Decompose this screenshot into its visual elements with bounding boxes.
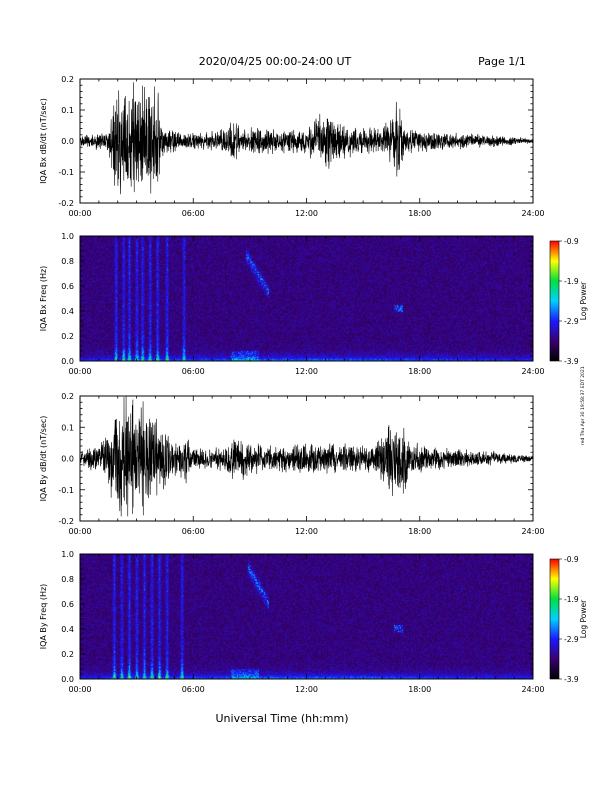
figure-title: 2020/04/25 00:00-24:00 UT <box>199 55 352 68</box>
y-tick-label: 0.8 <box>61 257 74 266</box>
y-tick-label: 1.0 <box>61 550 74 559</box>
x-tick-label: 12:00 <box>295 209 318 218</box>
x-tick-label: 06:00 <box>182 209 205 218</box>
y-tick-label: -0.1 <box>58 168 74 177</box>
y-axis-label: IQA By dB/dt (nT/sec) <box>39 416 48 502</box>
colorbar-tick-label: -2.9 <box>564 635 579 644</box>
x-tick-label: 18:00 <box>408 367 431 376</box>
colorbar-tick-label: -1.9 <box>564 277 579 286</box>
colorbar <box>549 240 560 362</box>
y-tick-label: 0.2 <box>61 332 74 341</box>
y-tick-label: 0.2 <box>61 75 74 84</box>
colorbar <box>549 558 560 680</box>
x-tick-label: 18:00 <box>408 685 431 694</box>
page-number: Page 1/1 <box>478 55 526 68</box>
colorbar-tick-label: -3.9 <box>564 357 579 366</box>
y-tick-label: 0.4 <box>61 625 74 634</box>
x-tick-label: 06:00 <box>182 685 205 694</box>
x-tick-label: 18:00 <box>408 527 431 536</box>
x-tick-label: 24:00 <box>521 527 544 536</box>
colorbar-tick-label: -2.9 <box>564 317 579 326</box>
x-tick-label: 24:00 <box>521 209 544 218</box>
colorbar-tick-label: -0.9 <box>564 237 579 246</box>
y-tick-label: 0.4 <box>61 307 74 316</box>
x-tick-label: 00:00 <box>68 685 91 694</box>
y-tick-label: 0.8 <box>61 575 74 584</box>
panels: 00:00 06:00 12:00 18:00 24:00 -0.2 -0.1 0.0 0.1 0… <box>39 75 588 694</box>
x-tick-label: 06:00 <box>182 367 205 376</box>
y-tick-label: -0.2 <box>58 517 74 526</box>
y-tick-label: 0.0 <box>61 137 74 146</box>
trace-line <box>80 396 533 517</box>
generation-note: red Thu Apr 30 19:58:37 EDT 2021 <box>580 366 586 445</box>
x-tick-label: 00:00 <box>68 527 91 536</box>
x-tick-label: 00:00 <box>68 209 91 218</box>
y-tick-label: 0.0 <box>61 455 74 464</box>
spectrogram-image <box>80 554 533 679</box>
panel-1: 00:00 06:00 12:00 18:00 24:00 -0.2 -0.1 0.0 0.1 0… <box>39 75 545 218</box>
y-tick-label: 0.0 <box>61 675 74 684</box>
x-tick-label: 24:00 <box>521 367 544 376</box>
panel-2: 00:00 06:00 12:00 18:00 24:00 0.0 0.2 0.4 0.6 0.8… <box>39 232 588 376</box>
y-tick-label: 0.1 <box>61 423 74 432</box>
colorbar-tick-label: -1.9 <box>564 595 579 604</box>
y-axis-label: IQA By Freq (Hz) <box>39 584 48 650</box>
colorbar-tick-label: -3.9 <box>564 675 579 684</box>
colorbar-tick-label: -0.9 <box>564 555 579 564</box>
panel-4: 00:00 06:00 12:00 18:00 24:00 0.0 0.2 0.4 0.6 0.8… <box>39 550 588 694</box>
y-axis-label: IQA Bx dB/dt (nT/sec) <box>39 98 48 184</box>
y-axis-label: IQA Bx Freq (Hz) <box>39 266 48 332</box>
y-tick-label: 0.6 <box>61 600 74 609</box>
x-tick-label: 24:00 <box>521 685 544 694</box>
y-tick-label: -0.2 <box>58 199 74 208</box>
x-axis-label: Universal Time (hh:mm) <box>216 712 349 725</box>
trace-line <box>80 82 533 195</box>
colorbar-label: Log Power <box>579 599 588 638</box>
spectrogram-image <box>80 236 533 361</box>
y-tick-label: 0.2 <box>61 392 74 401</box>
y-tick-label: 0.2 <box>61 650 74 659</box>
colorbar-label: Log Power <box>579 281 588 320</box>
y-tick-label: 1.0 <box>61 232 74 241</box>
x-tick-label: 12:00 <box>295 685 318 694</box>
y-tick-label: 0.1 <box>61 106 74 115</box>
x-tick-label: 00:00 <box>68 367 91 376</box>
y-tick-label: 0.0 <box>61 357 74 366</box>
x-tick-label: 12:00 <box>295 527 318 536</box>
y-tick-label: -0.1 <box>58 486 74 495</box>
x-tick-label: 18:00 <box>408 209 431 218</box>
x-tick-label: 06:00 <box>182 527 205 536</box>
x-tick-label: 12:00 <box>295 367 318 376</box>
y-tick-label: 0.6 <box>61 282 74 291</box>
panel-3: 00:00 06:00 12:00 18:00 24:00 -0.2 -0.1 0.0 0.1 0… <box>39 392 545 536</box>
